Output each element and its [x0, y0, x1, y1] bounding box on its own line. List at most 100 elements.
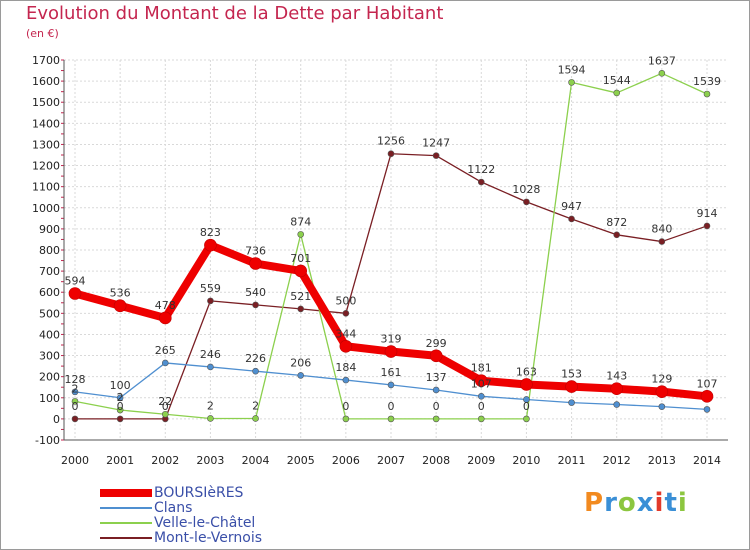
data-label-boursieres: 153: [561, 368, 582, 381]
data-point-velle-le-chatel: [342, 415, 350, 423]
data-label-clans: 161: [381, 366, 402, 379]
data-label-velle-le-chatel: 0: [523, 400, 530, 413]
data-label-boursieres: 594: [65, 274, 86, 287]
data-label-velle-le-chatel: 1544: [603, 74, 631, 87]
data-label-boursieres: 478: [155, 299, 176, 312]
data-label-mont-le-vernois: 0: [117, 400, 124, 413]
data-point-boursieres: [158, 311, 172, 325]
legend-label-velle-le-chatel: Velle-le-Châtel: [154, 515, 256, 531]
data-point-clans: [523, 396, 530, 403]
data-label-clans: 265: [155, 344, 176, 357]
x-tick-label: 2008: [422, 454, 450, 467]
data-point-boursieres: [474, 374, 488, 387]
data-label-boursieres: 736: [245, 245, 266, 258]
data-point-velle-le-chatel: [477, 415, 485, 423]
data-label-velle-le-chatel: 1594: [558, 63, 586, 76]
y-tick-label: 0: [53, 413, 60, 426]
x-tick-label: 2009: [467, 454, 495, 467]
data-label-velle-le-chatel: 0: [478, 400, 485, 413]
data-label-clans: 206: [290, 356, 311, 369]
y-tick-label: 600: [39, 286, 60, 299]
data-point-velle-le-chatel: [658, 70, 666, 77]
data-point-velle-le-chatel: [613, 89, 621, 97]
data-point-clans: [342, 376, 350, 384]
y-tick-label: 1300: [32, 138, 60, 151]
data-point-boursieres: [339, 339, 353, 353]
data-point-mont-le-vernois: [568, 215, 575, 223]
data-point-mont-le-vernois: [297, 305, 305, 313]
x-tick-label: 2012: [603, 454, 631, 467]
data-point-boursieres: [520, 378, 533, 391]
legend-item-boursieres: BOURSIèRES: [100, 485, 243, 501]
data-label-mont-le-vernois: 1122: [467, 163, 495, 176]
data-label-mont-le-vernois: 872: [606, 216, 627, 229]
logo-letter: i: [677, 488, 688, 518]
x-tick-label: 2003: [196, 454, 224, 467]
data-point-boursieres: [294, 264, 308, 278]
data-label-clans: 246: [200, 348, 221, 361]
logo-letter: o: [617, 488, 637, 518]
legend-swatch-mont-le-vernois: [100, 537, 152, 539]
y-tick-label: 900: [39, 223, 60, 236]
data-label-velle-le-chatel: 22: [158, 395, 172, 408]
data-point-velle-le-chatel: [207, 415, 214, 422]
data-point-clans: [297, 372, 305, 379]
data-point-velle-le-chatel: [523, 415, 530, 423]
data-point-clans: [658, 403, 666, 410]
y-tick-label: 200: [39, 371, 60, 384]
data-label-velle-le-chatel: 0: [388, 400, 395, 413]
y-tick-label: 1000: [32, 202, 60, 215]
data-point-boursieres: [204, 238, 217, 252]
y-tick-label: 400: [39, 328, 60, 341]
data-label-velle-le-chatel: 0: [433, 400, 440, 413]
data-label-mont-le-vernois: 1028: [512, 183, 540, 196]
data-label-boursieres: 701: [290, 252, 311, 265]
data-label-boursieres: 536: [110, 287, 131, 300]
data-point-boursieres: [565, 380, 578, 393]
legend-label-clans: Clans: [154, 500, 193, 516]
data-label-boursieres: 344: [335, 327, 356, 340]
data-label-boursieres: 107: [697, 377, 718, 390]
data-label-clans: 226: [245, 352, 266, 365]
data-point-mont-le-vernois: [116, 415, 124, 423]
data-point-clans: [161, 359, 169, 367]
x-tick-label: 2010: [512, 454, 540, 467]
data-point-mont-le-vernois: [477, 178, 485, 186]
data-label-mont-le-vernois: 0: [162, 400, 169, 413]
y-tick-label: 1200: [32, 160, 60, 173]
data-point-velle-le-chatel: [252, 415, 259, 422]
data-point-mont-le-vernois: [387, 150, 395, 158]
data-label-boursieres: 143: [606, 370, 627, 383]
x-tick-label: 2001: [106, 454, 134, 467]
y-tick-label: 800: [39, 244, 60, 257]
data-point-boursieres: [655, 385, 669, 398]
data-label-clans: 128: [65, 373, 86, 386]
y-tick-label: 1400: [32, 117, 60, 130]
data-point-mont-le-vernois: [342, 310, 350, 317]
data-label-velle-le-chatel: 874: [290, 215, 311, 228]
data-point-mont-le-vernois: [71, 415, 79, 423]
data-point-boursieres: [610, 382, 624, 396]
data-point-clans: [252, 367, 259, 375]
data-point-mont-le-vernois: [207, 297, 214, 305]
data-label-mont-le-vernois: 1256: [377, 135, 405, 148]
x-tick-label: 2007: [377, 454, 405, 467]
data-label-clans: 137: [426, 371, 447, 384]
data-label-mont-le-vernois: 1247: [422, 137, 450, 150]
data-label-mont-le-vernois: 521: [290, 290, 311, 303]
data-label-clans: 100: [110, 379, 131, 392]
data-point-clans: [432, 386, 440, 394]
data-point-clans: [613, 401, 621, 408]
proxiti-logo: Proxiti: [584, 488, 688, 518]
legend-label-mont-le-vernois: Mont-le-Vernois: [154, 530, 263, 546]
data-point-clans: [703, 406, 711, 413]
y-tick-label: 1600: [32, 75, 60, 88]
data-label-clans: 107: [471, 377, 492, 390]
logo-letter: t: [664, 488, 678, 518]
data-point-velle-le-chatel: [432, 415, 440, 423]
y-tick-label: 1700: [32, 54, 60, 67]
data-point-boursieres: [249, 257, 262, 270]
data-point-boursieres: [700, 389, 714, 403]
data-label-velle-le-chatel: 2: [207, 399, 214, 412]
